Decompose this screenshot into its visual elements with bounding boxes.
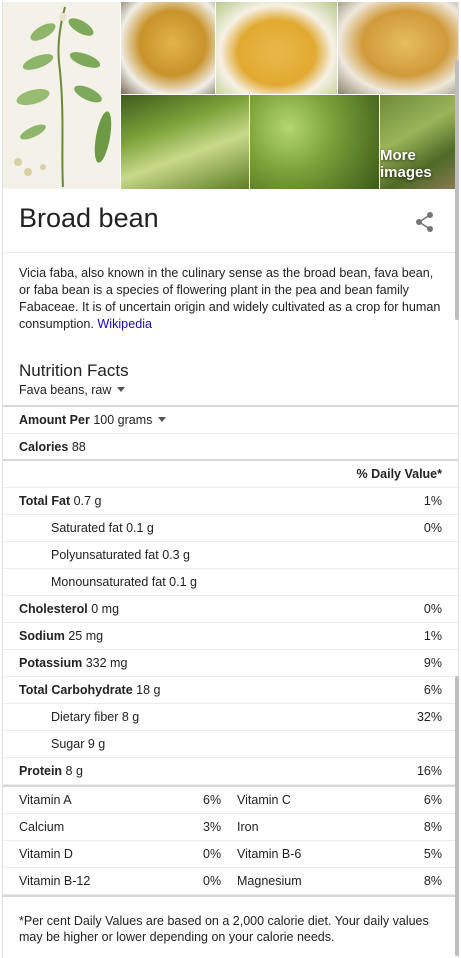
vitamin-row: Calcium 3% Iron 8% [3,814,458,841]
nutrient-row: Protein 8 g 16% [3,758,458,785]
vitamin-percent: 5% [423,847,442,861]
description: Vicia faba, also known in the culinary s… [3,253,458,361]
image-grid: More images [3,2,458,189]
nutrient-row: Total Fat 0.7 g 1% [3,488,458,515]
nutrient-label: Total Carbohydrate [19,683,133,697]
nutrient-row: Sodium 25 mg 1% [3,623,458,650]
nutrient-amount: 0.1 g [169,575,197,589]
nutrient-amount: 18 g [136,683,161,697]
nutrient-amount: 25 mg [68,629,104,643]
shelled-beans-image[interactable] [250,95,379,189]
nutrient-row: Saturated fat 0.1 g 0% [3,515,458,542]
fava-puree-image[interactable] [216,2,337,94]
beans-in-bowl-image[interactable] [121,95,249,189]
vitamin-row: Vitamin D 0% Vitamin B-6 5% [3,841,458,868]
entity-title: Broad bean [19,203,159,233]
nutrient-label: Potassium [19,656,83,670]
nutrient-daily-value: 1% [423,494,442,508]
daily-value-header: % Daily Value* [356,467,442,481]
vitamin-name: Vitamin B-6 [237,847,302,861]
vitamin-percent: 6% [203,793,222,807]
vitamin-name: Calcium [19,820,65,834]
vitamin-percent: 0% [203,874,222,888]
nutrition-header: Nutrition Facts Fava beans, raw [3,361,458,405]
hummus-image[interactable] [121,2,215,94]
share-icon[interactable] [414,211,436,233]
serving-size-value: 100 grams [93,413,153,427]
nutrient-label: Monounsaturated fat [51,575,166,589]
scrollbar-top[interactable] [455,60,459,320]
bean-dip-image[interactable] [338,2,458,94]
vitamin-name: Vitamin A [19,793,72,807]
nutrient-amount: 332 mg [85,656,128,670]
calories-value: 88 [71,440,86,454]
nutrient-row: Potassium 332 mg 9% [3,650,458,677]
scrollbar-bottom[interactable] [455,676,459,956]
nutrient-daily-value: 6% [423,683,442,697]
nutrition-title: Nutrition Facts [19,361,129,380]
more-images-link[interactable]: More images [380,147,432,181]
footnote: *Per cent Daily Values are based on a 2,… [3,895,458,958]
nutrient-label: Dietary fiber [51,710,119,724]
nutrient-amount: 8 g [121,710,140,724]
nutrient-label: Polyunsaturated fat [51,548,159,562]
nutrient-label: Sodium [19,629,65,643]
nutrient-row: Dietary fiber 8 g 32% [3,704,458,731]
vitamin-percent: 8% [423,820,442,834]
bean-pods-image[interactable]: More images [380,95,458,189]
nutrient-label: Sugar [51,737,85,751]
nutrient-row: Monounsaturated fat 0.1 g [3,569,458,596]
nutrient-amount: 0.7 g [73,494,102,508]
calories-row: Calories 88 [3,434,458,461]
nutrient-daily-value: 0% [423,521,442,535]
calories-label: Calories [19,440,69,454]
vitamin-list: Vitamin A 6% Vitamin C 6% Calcium 3% Iron 8% Vit… [3,785,458,895]
nutrient-label: Cholesterol [19,602,88,616]
nutrient-row: Total Carbohydrate 18 g 6% [3,677,458,704]
nutrient-amount: 0 mg [91,602,120,616]
description-text: Vicia faba, also known in the culinary s… [19,266,441,331]
nutrient-row: Cholesterol 0 mg 0% [3,596,458,623]
nutrient-amount: 0.1 g [126,521,154,535]
nutrient-amount: 0.3 g [162,548,191,562]
nutrient-row: Polyunsaturated fat 0.3 g [3,542,458,569]
title-row: Broad bean [3,189,458,253]
nutrient-daily-value: 1% [423,629,442,643]
nutrient-amount: 8 g [65,764,83,778]
vitamin-percent: 3% [203,820,222,834]
vitamin-percent: 8% [423,874,442,888]
amount-label: Amount Per [19,413,90,427]
vitamin-percent: 6% [423,793,442,807]
nutrient-label: Saturated fat [51,521,123,535]
vitamin-percent: 0% [203,847,222,861]
nutrient-list: Total Fat 0.7 g 1% Saturated fat 0.1 g 0% Po… [3,488,458,785]
chevron-down-icon [117,387,126,392]
nutrient-daily-value: 16% [416,764,442,778]
vitamin-name: Vitamin D [19,847,73,861]
nutrient-daily-value: 0% [423,602,442,616]
vitamin-row: Vitamin A 6% Vitamin C 6% [3,787,458,814]
nutrient-row: Sugar 9 g [3,731,458,758]
amount-row: Amount Per 100 grams [3,407,458,434]
nutrient-daily-value: 9% [423,656,442,670]
vitamin-name: Magnesium [237,874,302,888]
vitamin-name: Iron [237,820,259,834]
vitamin-name: Vitamin C [237,793,291,807]
vitamin-row: Vitamin B-12 0% Magnesium 8% [3,868,458,895]
wikipedia-link[interactable]: Wikipedia [97,317,152,331]
chevron-down-icon [158,417,167,422]
nutrient-amount: 9 g [87,737,106,751]
food-select-value: Fava beans, raw [19,383,112,397]
food-select[interactable]: Fava beans, raw [19,383,442,397]
nutrient-label: Protein [19,764,63,778]
serving-size-select[interactable]: 100 grams [93,413,167,427]
nutrient-label: Total Fat [19,494,71,508]
botanical-illustration-image[interactable] [3,2,120,189]
daily-value-header-row: % Daily Value* [3,461,458,488]
nutrient-daily-value: 32% [416,710,442,724]
vitamin-name: Vitamin B-12 [19,874,91,888]
